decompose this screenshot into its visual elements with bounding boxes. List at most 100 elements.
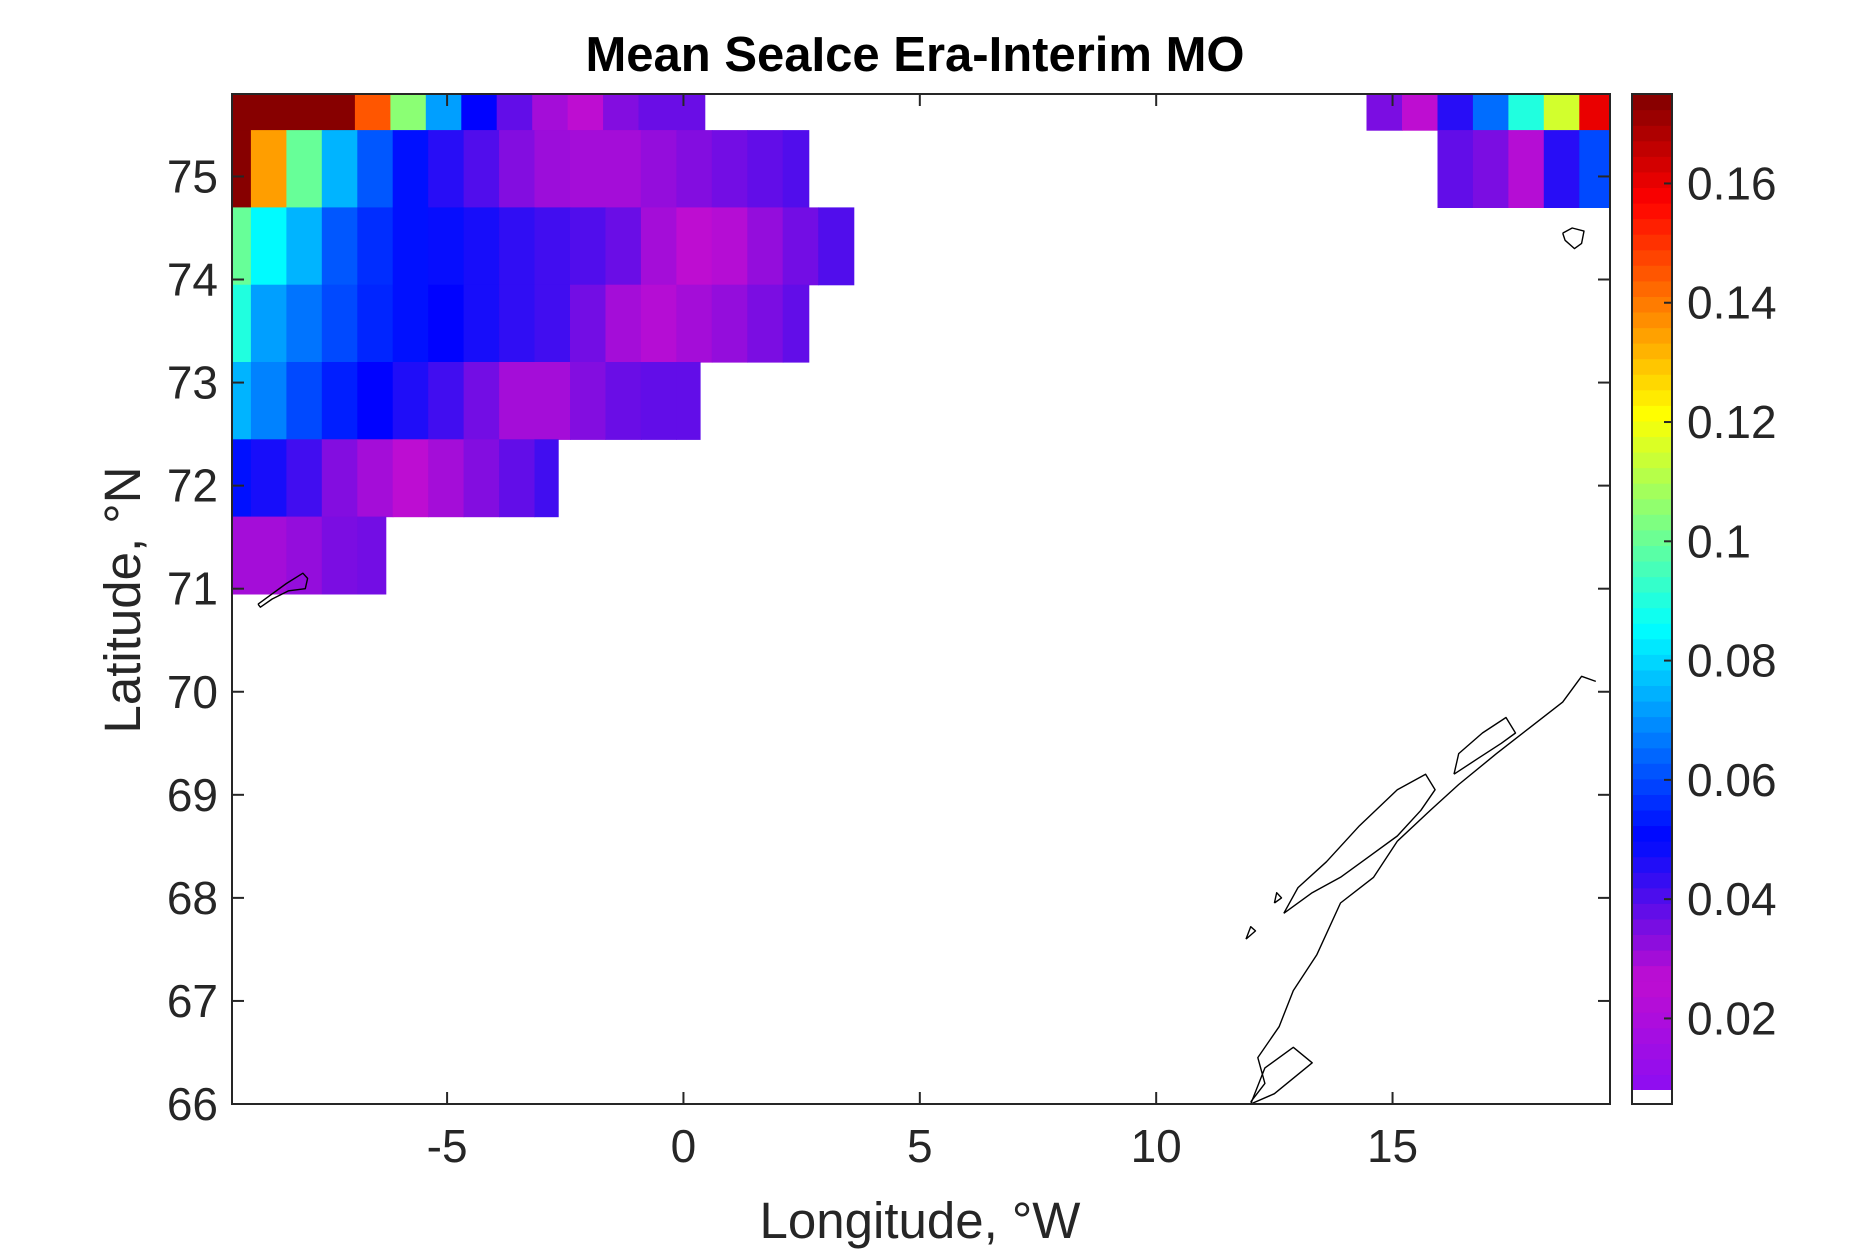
colorbar-segment xyxy=(1632,420,1672,437)
heatmap-cell xyxy=(463,130,500,208)
heatmap-cell xyxy=(534,284,571,363)
heatmap-cell xyxy=(570,130,607,208)
heatmap-cell xyxy=(357,362,394,440)
colorbar-segment xyxy=(1632,514,1672,531)
coastline-norway-coast xyxy=(1250,675,1597,1103)
heatmap-cell xyxy=(567,94,604,131)
heatmap-cell xyxy=(747,284,784,363)
x-tick-label: 10 xyxy=(1131,1120,1182,1172)
heatmap-cell xyxy=(463,439,500,518)
colorbar-segment xyxy=(1632,343,1672,360)
heatmap-cell xyxy=(250,284,287,363)
heatmap-cell xyxy=(1472,130,1509,208)
colorbar-segment xyxy=(1632,716,1672,733)
heatmap-cell xyxy=(250,439,287,518)
colorbar-segment xyxy=(1632,856,1672,873)
colorbar-segment xyxy=(1632,218,1672,235)
heatmap-cell xyxy=(321,362,358,440)
heatmap-cell xyxy=(392,130,429,208)
colorbar-tick-label: 0.02 xyxy=(1687,992,1777,1044)
colorbar-segment xyxy=(1632,685,1672,702)
y-tick-label: 73 xyxy=(167,357,218,409)
heatmap-cell xyxy=(392,284,429,363)
colorbar-segment xyxy=(1632,996,1672,1013)
heatmap-cell xyxy=(818,207,855,286)
colorbar-segment xyxy=(1632,327,1672,344)
heatmap-cell xyxy=(354,94,391,131)
heatmap-cell xyxy=(1543,94,1580,131)
heatmap-cell xyxy=(428,362,465,440)
y-tick-label: 67 xyxy=(167,975,218,1027)
colorbar-segment xyxy=(1632,934,1672,951)
heatmap-cell xyxy=(250,207,287,286)
colorbar-segment xyxy=(1632,94,1672,111)
y-tick-label: 66 xyxy=(167,1078,218,1130)
heatmap-cell xyxy=(640,130,677,208)
colorbar-segment xyxy=(1632,171,1672,188)
x-axis-label: Longitude, °W xyxy=(760,1192,1081,1249)
heatmap-cell xyxy=(321,516,358,595)
heatmap-cell xyxy=(392,207,429,286)
colorbar-segment xyxy=(1632,451,1672,469)
heatmap-cell xyxy=(357,207,394,286)
heatmap-cell xyxy=(747,130,784,208)
y-tick-label: 71 xyxy=(167,563,218,615)
heatmap-cell xyxy=(605,130,642,208)
heatmap-cell xyxy=(605,362,642,440)
heatmap-cell xyxy=(570,284,607,363)
heatmap-cell xyxy=(676,362,701,440)
colorbar-segment xyxy=(1632,965,1672,982)
colorbar-segment xyxy=(1632,1012,1672,1029)
heatmap-cell xyxy=(638,94,706,131)
colorbar-tick-label: 0.16 xyxy=(1687,157,1777,209)
colorbar-segment xyxy=(1632,296,1672,313)
heatmap-cell xyxy=(605,284,642,363)
heatmap-cell xyxy=(286,362,323,440)
heatmap-cell xyxy=(711,284,748,363)
colorbar-segment xyxy=(1632,607,1672,624)
colorbar-segment xyxy=(1632,918,1672,935)
colorbar-segment xyxy=(1632,545,1672,562)
heatmap-cell xyxy=(782,207,819,286)
heatmap-cell xyxy=(499,130,536,208)
heatmap-cell xyxy=(603,94,640,131)
heatmap-cell xyxy=(428,439,465,518)
heatmap-cell xyxy=(499,207,536,286)
colorbar-segment xyxy=(1632,560,1672,578)
colorbar-empty-segment xyxy=(1632,1090,1672,1104)
x-tick-label: 15 xyxy=(1367,1120,1418,1172)
heatmap-cell xyxy=(232,439,252,518)
colorbar-segment xyxy=(1632,1027,1672,1044)
heatmap-cell xyxy=(250,362,287,440)
heatmap-cell xyxy=(496,94,533,131)
heatmap-cell xyxy=(1508,94,1545,131)
heatmap-cell xyxy=(250,130,287,208)
heatmap-cell xyxy=(286,207,323,286)
colorbar-segment xyxy=(1632,187,1672,204)
heatmap-cell xyxy=(534,439,559,518)
heatmap-cell xyxy=(499,362,536,440)
heatmap-cell xyxy=(232,362,252,440)
axes-frame xyxy=(231,93,1611,1105)
heatmap-cell xyxy=(676,130,713,208)
chart-title: Mean SeaIce Era-Interim MO xyxy=(585,28,1244,82)
heatmap-cell xyxy=(461,94,498,131)
heatmap-cell xyxy=(499,439,536,518)
colorbar-segment xyxy=(1632,732,1672,749)
heatmap-cell xyxy=(676,284,713,363)
heatmap-cell xyxy=(286,439,323,518)
heatmap-cell xyxy=(321,130,358,208)
colorbar-segment xyxy=(1632,700,1672,718)
heatmap-cell xyxy=(782,130,810,208)
colorbar-segment xyxy=(1632,498,1672,515)
colorbar-segment xyxy=(1632,140,1672,157)
heatmap-cell xyxy=(425,94,462,131)
heatmap-cell xyxy=(463,284,500,363)
y-tick-label: 70 xyxy=(167,666,218,718)
colorbar-segment xyxy=(1632,374,1672,391)
colorbar-segment xyxy=(1632,265,1672,282)
y-tick-label: 75 xyxy=(167,150,218,202)
heatmap-cell xyxy=(321,207,358,286)
heatmap-cell xyxy=(1402,94,1439,131)
heatmap-cell xyxy=(428,207,465,286)
